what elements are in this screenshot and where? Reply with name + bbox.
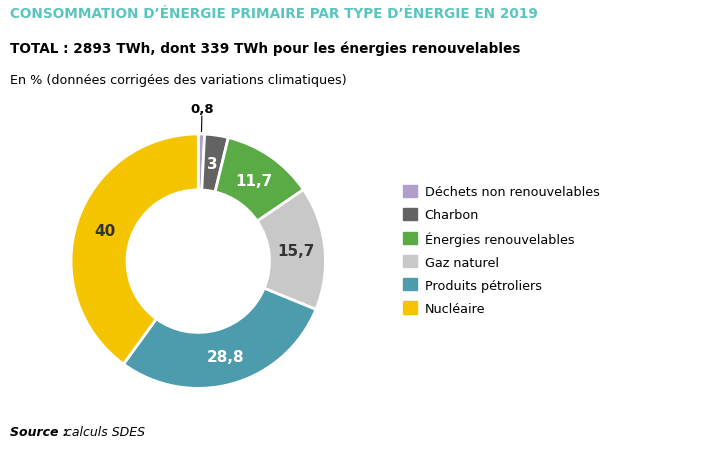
Text: 15,7: 15,7	[278, 244, 315, 259]
Text: TOTAL : 2893 TWh, dont 339 TWh pour les énergies renouvelables: TOTAL : 2893 TWh, dont 339 TWh pour les …	[10, 41, 520, 56]
Text: CONSOMMATION D’ÉNERGIE PRIMAIRE PAR TYPE D’ÉNERGIE EN 2019: CONSOMMATION D’ÉNERGIE PRIMAIRE PAR TYPE…	[10, 7, 538, 21]
Wedge shape	[257, 190, 326, 310]
Wedge shape	[198, 135, 205, 191]
Wedge shape	[202, 135, 228, 193]
Text: 40: 40	[94, 224, 115, 239]
Wedge shape	[71, 135, 198, 364]
Text: Source :: Source :	[10, 425, 68, 438]
Legend: Déchets non renouvelables, Charbon, Énergies renouvelables, Gaz naturel, Produit: Déchets non renouvelables, Charbon, Éner…	[403, 185, 600, 315]
Text: 11,7: 11,7	[236, 173, 273, 188]
Text: 0,8: 0,8	[190, 103, 214, 116]
Wedge shape	[215, 138, 304, 221]
Wedge shape	[123, 289, 316, 388]
Text: calculs SDES: calculs SDES	[61, 425, 145, 438]
Text: 3: 3	[207, 157, 218, 172]
Text: 28,8: 28,8	[206, 349, 244, 364]
Text: En % (données corrigées des variations climatiques): En % (données corrigées des variations c…	[10, 74, 346, 87]
